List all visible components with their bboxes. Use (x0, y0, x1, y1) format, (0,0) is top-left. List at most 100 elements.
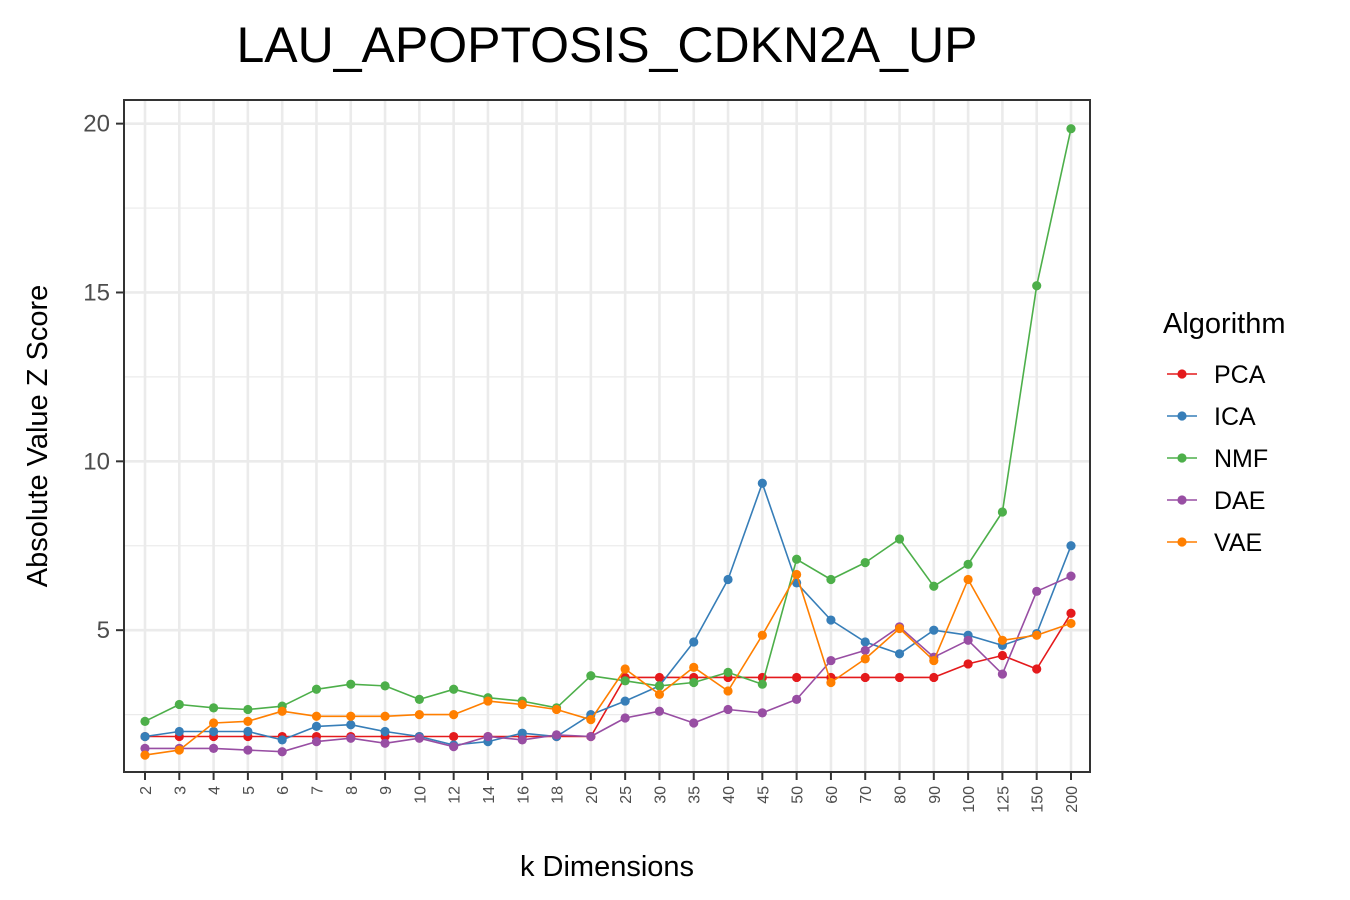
x-tick-label: 45 (755, 786, 772, 804)
legend: Algorithm PCA ICA NMF DAE VAE (1163, 308, 1286, 557)
data-point-nmf (208, 703, 219, 713)
data-point-pca (654, 672, 665, 683)
data-point-nmf (997, 507, 1008, 517)
data-point-pca (449, 731, 459, 742)
data-point-pca (1032, 664, 1042, 674)
legend-title: Algorithm (1163, 308, 1286, 340)
data-point-vae (654, 689, 665, 699)
data-point-nmf (140, 716, 150, 726)
x-tick-label: 25 (618, 786, 635, 804)
chart-title: LAU_APOPTOSIS_CDKN2A_UP (236, 17, 977, 73)
data-point-vae (346, 711, 356, 721)
data-point-nmf (414, 694, 424, 704)
data-point-dae (689, 718, 699, 728)
x-tick-label: 9 (378, 786, 395, 795)
y-tick-label: 10 (83, 448, 110, 475)
data-point-nmf (860, 558, 870, 568)
legend-label: DAE (1214, 487, 1265, 515)
data-point-dae (414, 733, 424, 743)
data-point-dae (860, 645, 870, 656)
data-point-nmf (654, 681, 665, 691)
x-tick-label: 7 (309, 786, 326, 795)
x-tick-label: 12 (447, 786, 464, 804)
legend-items: PCA ICA NMF DAE VAE (1167, 361, 1268, 557)
x-tick-label: 18 (550, 786, 567, 804)
series-dae (140, 571, 1076, 757)
data-point-nmf (586, 671, 596, 681)
x-tick-label: 3 (172, 786, 189, 795)
legend-key-point (1177, 495, 1187, 505)
data-point-vae (997, 635, 1008, 645)
y-tick-label: 15 (83, 279, 110, 306)
data-point-ica (929, 625, 939, 635)
data-point-vae (860, 654, 870, 664)
x-tick-label: 8 (344, 786, 361, 795)
legend-label: ICA (1214, 403, 1256, 431)
data-point-vae (689, 662, 699, 672)
data-point-vae (140, 750, 150, 760)
data-point-pca (1066, 608, 1076, 618)
data-point-ica (174, 726, 184, 737)
x-tick-label: 35 (687, 786, 704, 804)
data-point-vae (1032, 630, 1042, 640)
data-point-dae (757, 708, 767, 718)
data-point-vae (483, 696, 493, 706)
x-tick-label: 70 (858, 786, 875, 804)
y-axis: 5 10 15 20 (83, 111, 124, 644)
data-point-dae (517, 735, 527, 745)
data-point-ica (860, 637, 870, 647)
data-point-ica (689, 637, 699, 647)
data-point-dae (277, 747, 287, 757)
plot-background (124, 100, 1090, 772)
series-layer (140, 124, 1076, 760)
data-point-ica (140, 731, 150, 742)
data-point-vae (963, 574, 973, 585)
data-point-vae (449, 709, 459, 720)
data-point-ica (243, 726, 253, 737)
data-point-nmf (723, 667, 733, 677)
x-tick-label: 4 (207, 786, 224, 795)
data-point-dae (380, 738, 390, 748)
x-tick-label: 40 (721, 786, 738, 804)
data-point-ica (1066, 541, 1076, 551)
data-point-vae (277, 706, 287, 716)
data-point-nmf (311, 684, 322, 694)
legend-item-pca: PCA (1167, 361, 1266, 389)
data-point-nmf (1066, 124, 1076, 134)
x-tick-label: 60 (824, 786, 841, 804)
legend-item-vae: VAE (1167, 529, 1262, 557)
series-line-dae (145, 575, 1072, 753)
legend-key-point (1177, 453, 1187, 463)
data-point-ica (277, 735, 287, 745)
series-line-vae (144, 573, 1072, 756)
data-point-pca (997, 650, 1008, 661)
data-point-nmf (1032, 281, 1042, 291)
data-point-nmf (689, 677, 699, 688)
legend-item-dae: DAE (1167, 487, 1265, 515)
data-point-nmf (380, 681, 390, 691)
x-tick-label: 30 (652, 786, 669, 804)
data-point-ica (894, 649, 905, 659)
data-point-ica (346, 720, 356, 730)
data-point-vae (826, 677, 836, 688)
data-point-nmf (929, 581, 939, 591)
y-tick-label: 5 (97, 617, 110, 644)
data-point-vae (929, 655, 939, 666)
legend-label: NMF (1214, 445, 1268, 473)
legend-item-nmf: NMF (1167, 445, 1268, 473)
data-point-pca (860, 672, 870, 683)
data-point-pca (894, 672, 905, 683)
data-point-ica (826, 615, 836, 625)
series-line-pca (145, 612, 1072, 738)
x-tick-label: 16 (515, 786, 532, 804)
x-tick-label: 2 (138, 786, 155, 795)
data-point-nmf (243, 704, 253, 715)
data-point-dae (483, 731, 493, 742)
data-point-nmf (620, 676, 630, 686)
x-tick-label: 14 (481, 786, 498, 804)
x-tick-label: 125 (995, 786, 1012, 813)
data-point-dae (1066, 571, 1076, 581)
data-point-dae (346, 733, 356, 743)
data-point-ica (208, 726, 219, 737)
data-point-vae (792, 569, 802, 580)
